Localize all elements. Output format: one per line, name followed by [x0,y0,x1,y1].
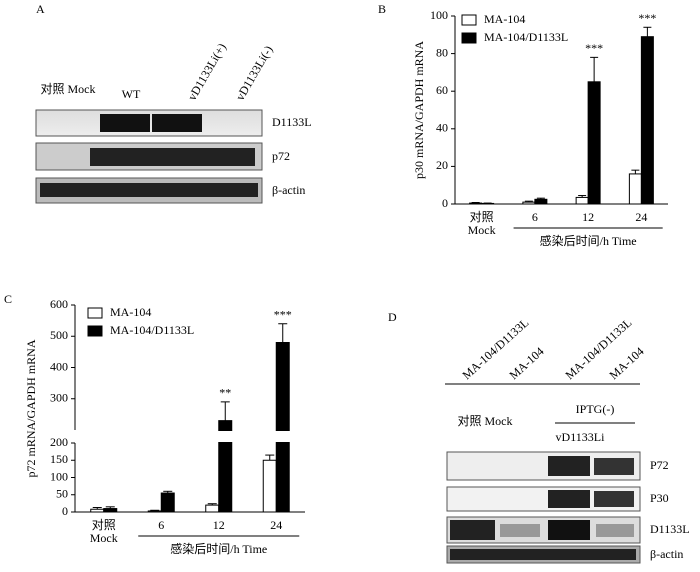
x-tick-label: 6 [158,518,164,532]
bar [575,196,589,205]
group-label: vD1133Li [556,430,606,444]
lane-label: MA-104 [606,344,646,382]
x-tick-label: 12 [213,518,225,532]
bar [147,510,162,513]
significance: *** [585,41,603,55]
y-tick-label: 0 [442,196,448,210]
lane-label: WT [122,87,141,101]
legend-swatch [87,307,103,319]
bar [587,81,601,205]
blot-a: 对照 Mock WT vD1133Li(+) vD1133Li(-) D1133… [35,41,312,204]
y-axis-label: p72 mRNA/GAPDH mRNA [24,339,38,477]
y-tick-label: 600 [50,297,68,311]
legend-label: MA-104/D1133L [484,30,568,44]
legend-swatch [461,32,477,44]
lane-label: 对照 Mock [41,82,96,96]
band-label: P72 [650,458,669,472]
y-axis-label: p30 mRNA/GAPDH mRNA [412,41,426,179]
blot-d: MA-104/D1133L MA-104 MA-104/D1133L MA-10… [445,316,690,564]
y-tick-label: 500 [50,328,68,342]
x-tick-label: 24 [270,518,282,532]
significance: *** [274,308,292,322]
panel-label: B [378,2,386,16]
x-tick-label: 12 [582,210,594,224]
legend-swatch [461,14,477,26]
x-tick-label: 对照 Mock [90,518,118,545]
bar [275,342,290,513]
y-tick-label: 200 [50,435,68,449]
panel-label: D [388,310,397,324]
y-tick-label: 100 [50,469,68,483]
x-tick-label: 对照 Mock [468,210,496,237]
significance: ** [219,386,231,400]
bar [628,173,642,205]
legend-label: MA-104 [484,12,525,26]
y-tick-label: 20 [436,158,448,172]
y-tick-label: 60 [436,83,448,97]
y-tick-label: 0 [62,504,68,518]
bar [469,202,483,205]
y-tick-label: 40 [436,121,448,135]
band-label: P30 [650,491,669,505]
bar [640,36,654,205]
group-label: IPTG(-) [576,402,615,416]
x-tick-label: 24 [635,210,647,224]
legend-label: MA-104 [110,305,151,319]
band-label: D1133L [272,115,312,129]
bar [262,459,277,513]
y-tick-label: 100 [430,8,448,22]
y-tick-label: 300 [50,391,68,405]
panel-label: C [4,292,12,306]
bar [160,492,175,513]
lane-label: vD1133Li(+) [185,41,229,103]
band-label: β-actin [650,547,683,561]
group-label: 对照 Mock [458,414,513,428]
panel-label: A [36,2,45,16]
x-axis-label: 感染后时间/h Time [170,541,267,556]
bar [205,504,220,513]
y-tick-label: 80 [436,45,448,59]
significance: *** [638,11,656,25]
band-label: β-actin [272,183,305,197]
bar [534,198,548,205]
lane-label: vD1133Li(-) [233,43,276,103]
y-tick-label: 150 [50,452,68,466]
band-label: p72 [272,149,290,163]
bar [103,508,118,513]
x-axis-label: 感染后时间/h Time [540,233,637,248]
y-tick-label: 400 [50,359,68,373]
legend-swatch [87,325,103,337]
bar [522,201,536,205]
bar [90,508,105,513]
legend-label: MA-104/D1133L [110,323,194,337]
axis-break [73,431,305,442]
x-tick-label: 6 [532,210,538,224]
y-tick-label: 50 [56,487,68,501]
lane-label: MA-104 [506,344,546,382]
band-label: D1133L [650,522,690,536]
